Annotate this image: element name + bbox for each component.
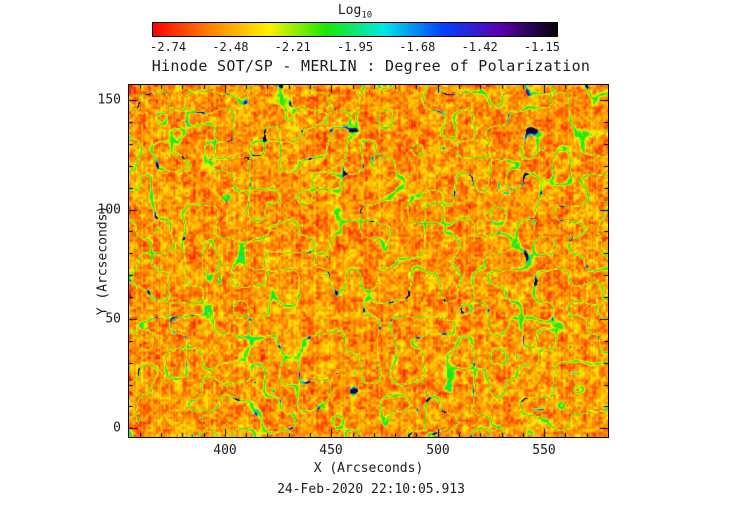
- x-tick-label: 450: [319, 443, 343, 458]
- colorbar-title-base: Log: [337, 3, 362, 18]
- colorbar-gradient: [152, 22, 558, 37]
- x-tick-label: 500: [426, 443, 450, 458]
- colorbar-tick: -2.21: [274, 40, 311, 54]
- y-tick-label: 100: [97, 202, 121, 218]
- colorbar-tick-labels: -2.74 -2.48 -2.21 -1.95 -1.68 -1.42 -1.1…: [150, 40, 560, 54]
- colorbar-tick: -2.48: [212, 40, 249, 54]
- colorbar-tick: -1.95: [336, 40, 374, 54]
- x-tick-label: 550: [532, 443, 556, 458]
- x-axis-label: X (Arcseconds): [313, 461, 424, 476]
- x-tick-label: 400: [213, 443, 237, 458]
- y-tick-label: 50: [105, 311, 121, 327]
- colorbar-tick: -2.74: [150, 40, 187, 54]
- figure-title: Hinode SOT/SP - MERLIN : Degree of Polar…: [151, 57, 591, 75]
- colorbar-tick: -1.42: [461, 40, 498, 54]
- y-tick-label: 0: [113, 420, 121, 436]
- timestamp: 24-Feb-2020 22:10:05.913: [277, 482, 465, 497]
- colorbar-title-subscript: 10: [361, 10, 373, 21]
- colorbar-tick: -1.15: [523, 40, 560, 54]
- heatmap-canvas: [129, 85, 608, 437]
- y-tick-label: 150: [97, 92, 121, 108]
- colorbar-title: Log10: [152, 3, 558, 21]
- plot-area: [128, 84, 609, 438]
- colorbar-tick: -1.68: [399, 40, 436, 54]
